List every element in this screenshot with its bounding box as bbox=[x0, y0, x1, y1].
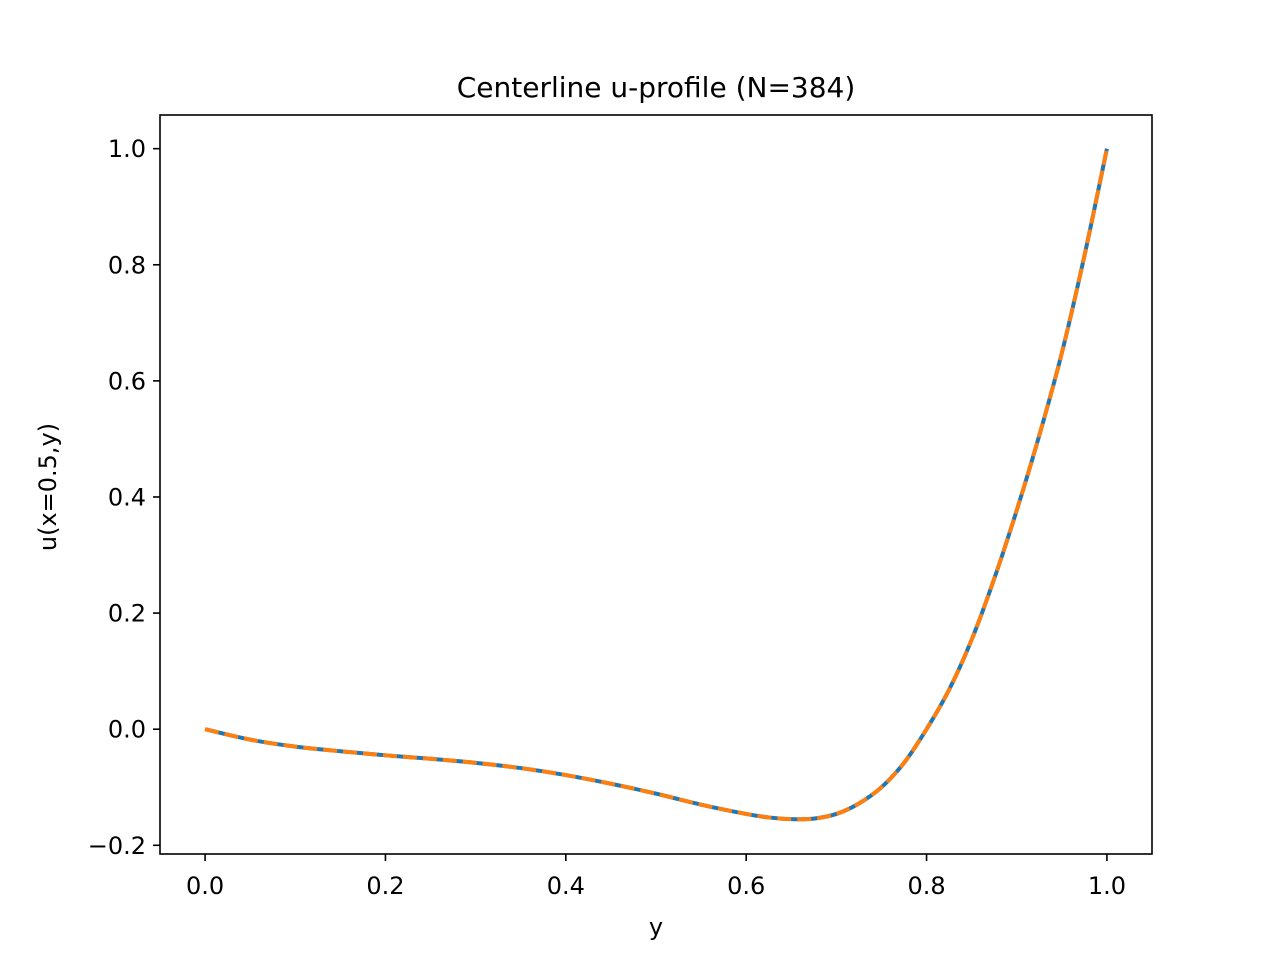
x-tick-label-3: 0.6 bbox=[727, 872, 765, 900]
x-tick-label-5: 1.0 bbox=[1088, 872, 1126, 900]
y-tick-label-4: 0.6 bbox=[108, 367, 146, 395]
y-tick-label-0: −0.2 bbox=[88, 832, 146, 860]
series-line-2 bbox=[204, 148, 1109, 822]
y-axis-label: u(x=0.5,y) bbox=[34, 423, 62, 551]
y-tick-label-5: 0.8 bbox=[108, 251, 146, 279]
series-layer bbox=[204, 148, 1109, 822]
axes-frame bbox=[159, 114, 1153, 855]
y-axis-ticks: −0.2 0.0 0.2 0.4 0.6 0.8 1.0 bbox=[88, 135, 160, 860]
x-tick-label-2: 0.4 bbox=[547, 872, 585, 900]
x-axis-ticks: 0.0 0.2 0.4 0.6 0.8 1.0 bbox=[186, 854, 1126, 900]
y-tick-label-1: 0.0 bbox=[108, 716, 146, 744]
y-tick-label-3: 0.4 bbox=[108, 483, 146, 511]
y-tick-label-2: 0.2 bbox=[108, 600, 146, 628]
y-tick-label-6: 1.0 bbox=[108, 135, 146, 163]
x-tick-label-1: 0.2 bbox=[366, 872, 404, 900]
plot-area bbox=[204, 148, 1109, 822]
chart-title: Centerline u-profile (N=384) bbox=[457, 71, 856, 104]
x-tick-label-4: 0.8 bbox=[907, 872, 945, 900]
x-axis-label: y bbox=[649, 913, 663, 941]
x-tick-label-0: 0.0 bbox=[186, 872, 224, 900]
